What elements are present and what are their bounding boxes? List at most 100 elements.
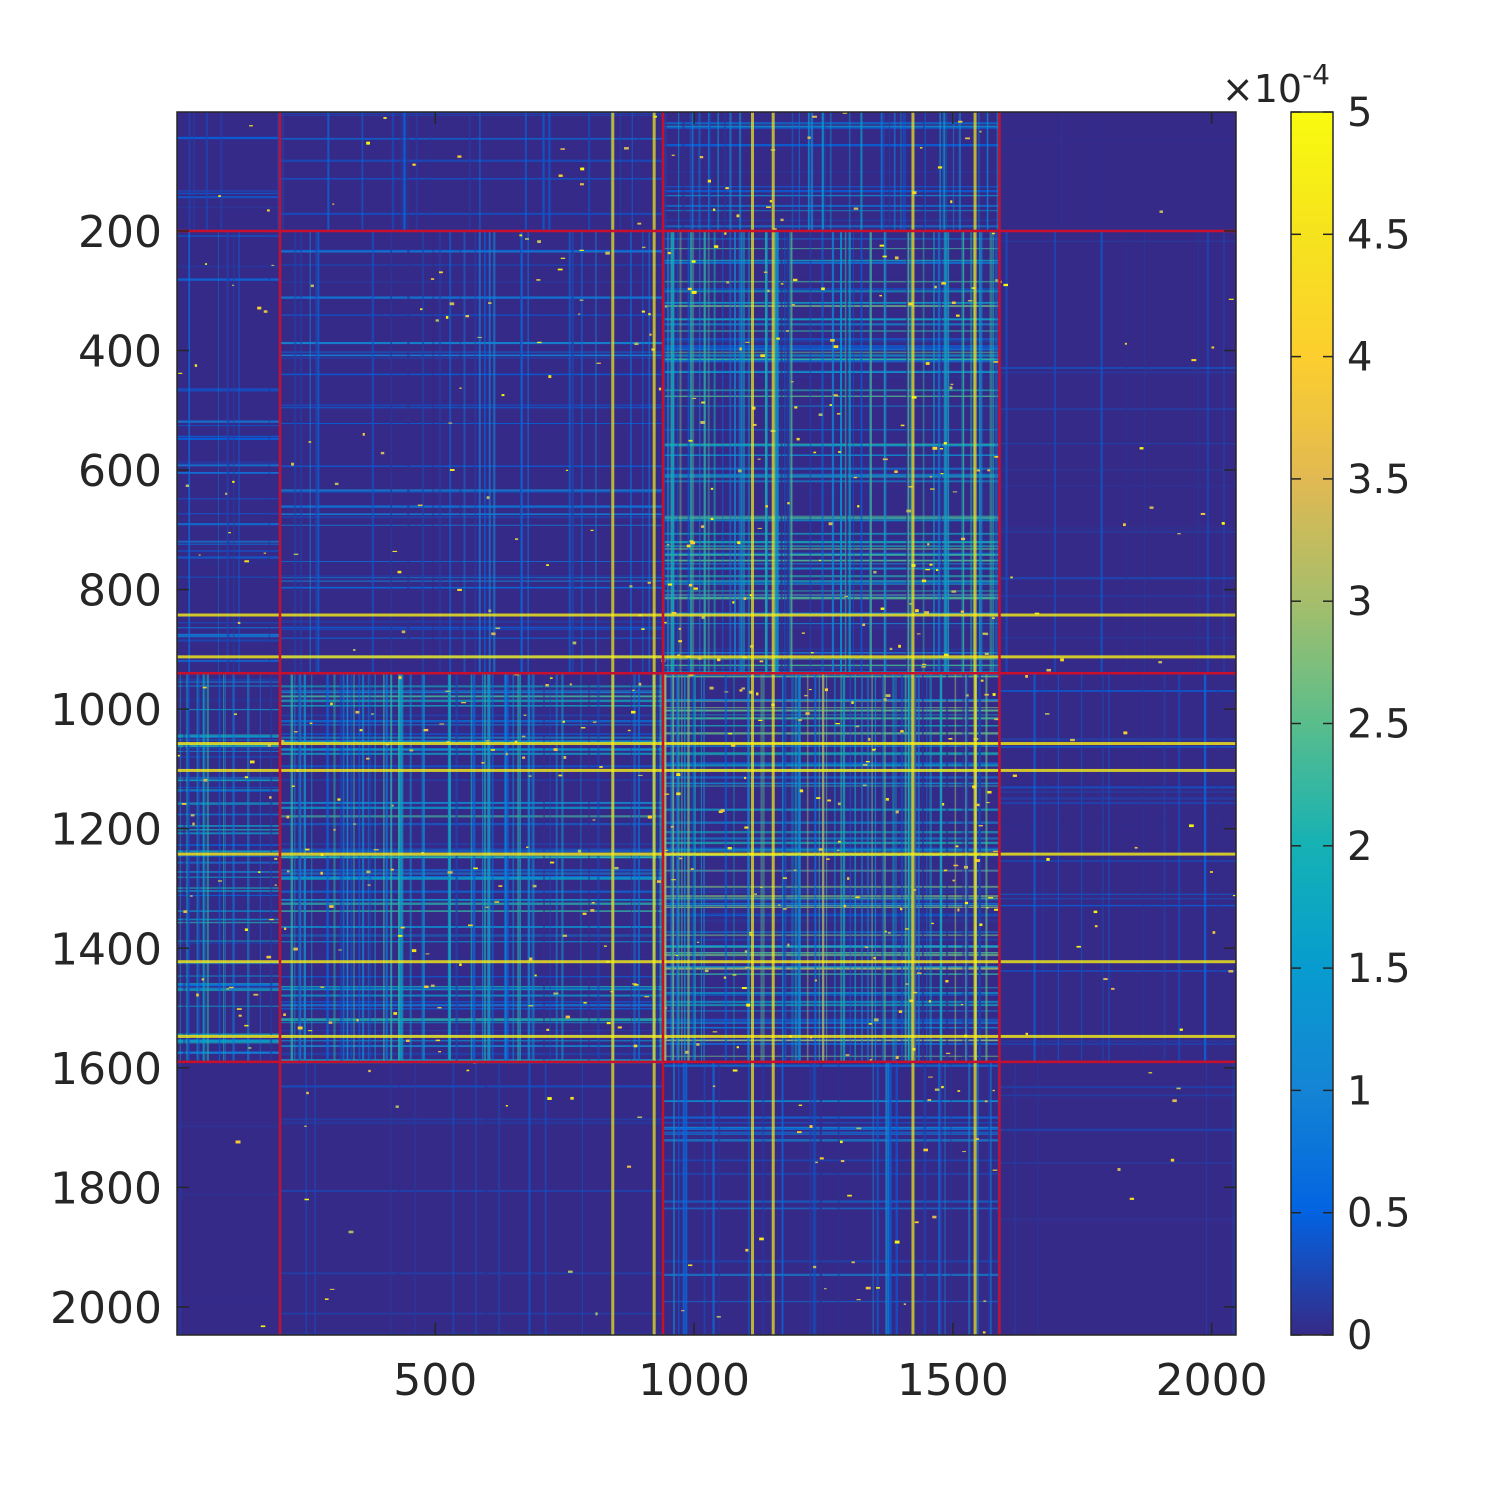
- heatmap-cell: [663, 464, 1000, 466]
- heatmap-cell: [743, 230, 745, 674]
- heatmap-cell: [821, 112, 824, 231]
- heatmap-cell: [663, 305, 1000, 308]
- heatmap-cell: [504, 673, 507, 1062]
- heatmap-cell: [999, 970, 1236, 972]
- heatmap-cell: [663, 517, 1000, 519]
- heatmap-cell: [845, 230, 848, 674]
- heatmap-cell: [944, 869, 948, 872]
- heatmap-cell: [280, 249, 664, 252]
- heatmap-cell: [1100, 230, 1103, 674]
- heatmap-cell: [330, 702, 333, 706]
- heatmap-cell: [679, 857, 683, 860]
- heatmap-cell: [280, 505, 664, 508]
- heatmap-cell: [999, 408, 1236, 410]
- heatmap-cell: [439, 723, 445, 725]
- heatmap-cell: [183, 673, 186, 1062]
- heatmap-cell: [670, 825, 674, 828]
- heatmap-cell: [787, 230, 791, 674]
- heatmap-cell: [922, 673, 924, 1062]
- heatmap-cell: [764, 230, 768, 674]
- heatmap-cell: [999, 860, 1236, 862]
- heatmap-cell: [769, 200, 773, 203]
- heatmap-cell: [952, 301, 956, 305]
- heatmap-cell: [871, 673, 873, 1062]
- heatmap-cell: [177, 1005, 281, 1007]
- heatmap-cell: [999, 366, 1236, 370]
- heatmap-cell: [304, 1198, 309, 1201]
- heatmap-cell: [1103, 978, 1108, 981]
- heatmap-cell: [663, 318, 1000, 321]
- heatmap-cell: [663, 732, 1000, 735]
- heatmap-cell: [663, 559, 1000, 562]
- heatmap-cell: [238, 230, 240, 674]
- heatmap-cell: [941, 1085, 944, 1089]
- heatmap-cell: [457, 155, 462, 158]
- heatmap-cell: [663, 904, 1000, 906]
- heatmap-cell: [177, 825, 281, 827]
- heatmap-cell: [663, 800, 1000, 803]
- heatmap-cell: [391, 804, 394, 807]
- heatmap-cell: [663, 1139, 1000, 1142]
- heatmap-cell: [937, 166, 943, 169]
- heatmap-cell: [815, 1161, 818, 1164]
- heatmap-cell: [362, 432, 365, 436]
- heatmap-cell: [898, 644, 901, 648]
- heatmap-cell: [799, 789, 804, 793]
- heatmap-cell: [976, 1061, 979, 1335]
- heatmap-cell: [614, 866, 619, 870]
- heatmap-cell: [950, 1061, 952, 1335]
- heatmap-cell: [851, 1261, 855, 1264]
- heatmap-cell: [548, 375, 552, 379]
- heatmap-cell: [945, 1052, 951, 1055]
- heatmap-cell: [663, 475, 1000, 478]
- heatmap-cell: [734, 230, 736, 674]
- heatmap-cell: [999, 637, 1236, 639]
- heatmap-cell: [533, 673, 535, 1062]
- heatmap-cell: [359, 729, 363, 732]
- heatmap-cell: [905, 928, 909, 930]
- heatmap-cell: [406, 1039, 410, 1042]
- heatmap-cell: [220, 112, 223, 231]
- heatmap-cell: [908, 486, 913, 488]
- heatmap-cell: [666, 544, 670, 546]
- heatmap-cell: [871, 749, 876, 752]
- heatmap-cell: [982, 1331, 986, 1334]
- heatmap-cell: [994, 718, 1000, 721]
- heatmap-cell: [177, 699, 281, 702]
- heatmap-cell: [862, 784, 867, 787]
- heatmap-cell: [177, 1041, 281, 1044]
- heatmap-cell: [455, 673, 458, 1062]
- heatmap-cell: [481, 673, 484, 1062]
- heatmap-cell: [879, 294, 883, 297]
- y-tick-label: 1000: [50, 685, 162, 736]
- heatmap-cell: [1149, 506, 1154, 509]
- heatmap-cell: [249, 125, 253, 127]
- heatmap-cell: [177, 1044, 281, 1047]
- heatmap-cell: [293, 553, 299, 556]
- heatmap-cell: [205, 263, 208, 265]
- heatmap-cell: [177, 1193, 281, 1196]
- heatmap-cell: [797, 673, 800, 1062]
- heatmap-cell: [429, 112, 431, 231]
- heatmap-cell: [663, 1021, 1000, 1024]
- heatmap-cell: [701, 525, 705, 528]
- heatmap-cell: [1046, 668, 1052, 672]
- heatmap-cell: [996, 112, 999, 231]
- heatmap-cell: [986, 112, 988, 231]
- heatmap-cell: [629, 585, 633, 588]
- heatmap-cell: [796, 1131, 802, 1134]
- heatmap-cell: [1010, 576, 1013, 579]
- heatmap-cell: [1005, 230, 1008, 674]
- heatmap-cell: [178, 372, 183, 374]
- heatmap-cell: [663, 776, 1000, 779]
- heatmap-cell: [784, 673, 787, 1062]
- heatmap-cell: [999, 745, 1236, 748]
- heatmap-cell: [954, 673, 957, 1062]
- heatmap-cell: [924, 112, 926, 231]
- y-tick-label: 800: [78, 566, 162, 617]
- heatmap-cell: [663, 1154, 1000, 1157]
- heatmap-cell: [1044, 713, 1050, 715]
- heatmap-cell: [946, 112, 948, 231]
- heatmap-cell: [857, 505, 860, 508]
- heatmap-cell: [979, 923, 983, 927]
